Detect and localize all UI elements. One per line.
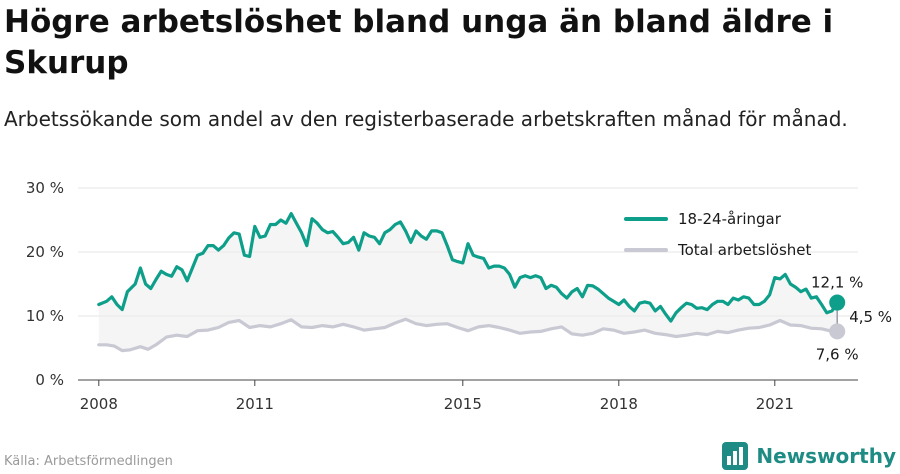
y-tick-label: 10 % <box>26 307 64 325</box>
y-tick-label: 0 % <box>35 371 64 389</box>
y-tick-label: 30 % <box>26 179 64 197</box>
legend-label: 18-24-åringar <box>678 210 782 228</box>
y-tick-label: 20 % <box>26 243 64 261</box>
youth-end-label: 12,1 % <box>811 274 863 292</box>
x-tick-label: 2011 <box>236 395 274 413</box>
x-tick-label: 2008 <box>80 395 118 413</box>
brand-name: Newsworthy <box>756 444 896 468</box>
legend-label: Total arbetslöshet <box>677 241 812 259</box>
gap-band <box>98 213 838 351</box>
axes: 0 % 10 % 20 % 30 % 2008 2011 2015 2018 2021 <box>26 179 858 413</box>
gap-area <box>98 213 838 351</box>
series-lines <box>97 212 839 353</box>
chart-subtitle: Arbetssökande som andel av den registerb… <box>4 107 848 131</box>
x-tick-label: 2018 <box>600 395 638 413</box>
total-series-line <box>97 317 839 353</box>
youth-end-marker <box>829 294 846 311</box>
legend: 18-24-åringar Total arbetslöshet <box>624 210 812 259</box>
chart-title: Högre arbetslöshet bland unga än bland ä… <box>4 4 834 81</box>
end-labels: 12,1 % 7,6 % 4,5 % <box>811 274 892 364</box>
youth-series-line <box>97 212 839 323</box>
newsworthy-logo-icon <box>722 442 749 470</box>
x-tick-label: 2015 <box>444 395 482 413</box>
brand-logo: Newsworthy <box>722 442 896 470</box>
difference-label: 4,5 % <box>849 308 892 326</box>
total-end-label: 7,6 % <box>816 345 859 363</box>
source-note: Källa: Arbetsförmedlingen <box>4 454 173 469</box>
total-end-marker <box>829 323 846 340</box>
x-tick-label: 2021 <box>756 395 794 413</box>
line-chart: 0 % 10 % 20 % 30 % 2008 2011 2015 2018 2021 18-2… <box>26 179 892 413</box>
